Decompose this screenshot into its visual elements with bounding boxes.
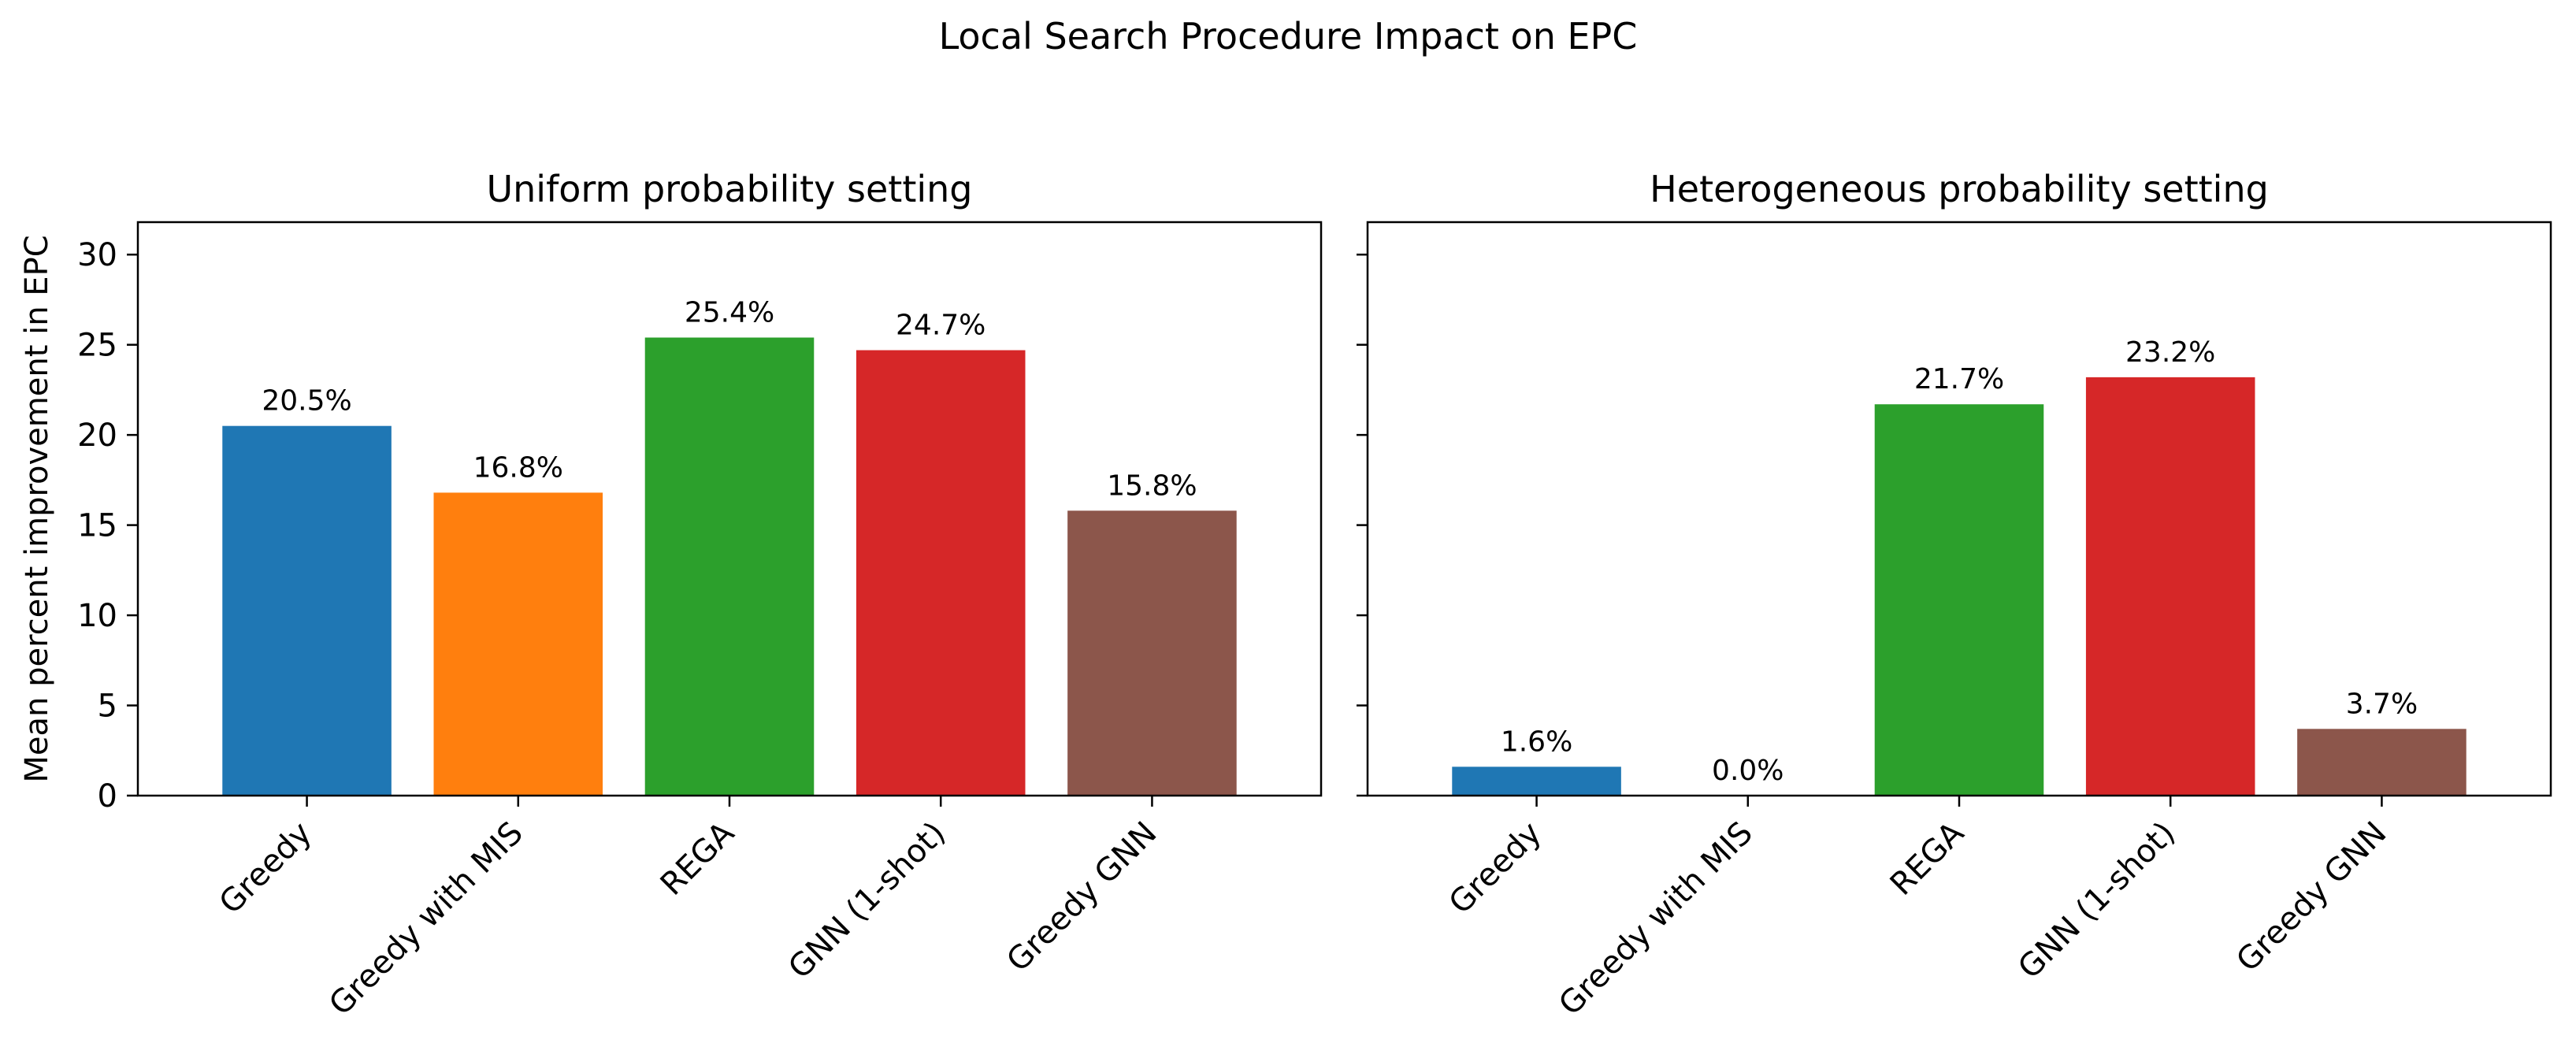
- uniform-bar-4: [856, 350, 1026, 796]
- uniform-bar-3: [644, 337, 815, 796]
- heterogeneous-data-label-5: 3.7%: [2346, 688, 2418, 720]
- uniform-bar-2: [433, 492, 603, 796]
- uniform-data-label-5: 15.8%: [1107, 469, 1197, 502]
- heterogeneous-data-label-2: 0.0%: [1712, 755, 1784, 787]
- uniform-bar-1: [222, 425, 392, 796]
- uniform-y-tick-label-4: 20: [77, 418, 117, 454]
- heterogeneous-panel-title: Heterogeneous probability setting: [1650, 168, 2269, 210]
- heterogeneous-data-label-3: 21.7%: [1914, 363, 2004, 395]
- heterogeneous-bar-3: [1874, 404, 2044, 796]
- figure-title: Local Search Procedure Impact on EPC: [939, 15, 1638, 58]
- heterogeneous-bar-4: [2085, 377, 2255, 796]
- heterogeneous-bar-5: [2297, 729, 2467, 796]
- uniform-y-tick-label-0: 0: [98, 778, 117, 815]
- heterogeneous-data-label-1: 1.6%: [1501, 726, 1572, 758]
- uniform-data-label-4: 24.7%: [896, 310, 985, 342]
- heterogeneous-bar-1: [1452, 766, 1621, 796]
- uniform-y-tick-label-5: 25: [77, 328, 117, 364]
- uniform-y-axis-label: Mean percent improvement in EPC: [19, 235, 55, 782]
- uniform-data-label-1: 20.5%: [262, 385, 351, 418]
- heterogeneous-data-label-4: 23.2%: [2125, 336, 2215, 369]
- uniform-panel-title: Uniform probability setting: [486, 168, 972, 210]
- uniform-y-tick-label-2: 10: [77, 598, 117, 634]
- uniform-bar-5: [1067, 510, 1237, 796]
- uniform-y-tick-label-1: 5: [98, 688, 117, 725]
- uniform-data-label-3: 25.4%: [685, 297, 774, 329]
- uniform-data-label-2: 16.8%: [473, 451, 563, 484]
- uniform-y-tick-label-3: 15: [77, 508, 117, 544]
- uniform-y-tick-label-6: 30: [77, 237, 117, 273]
